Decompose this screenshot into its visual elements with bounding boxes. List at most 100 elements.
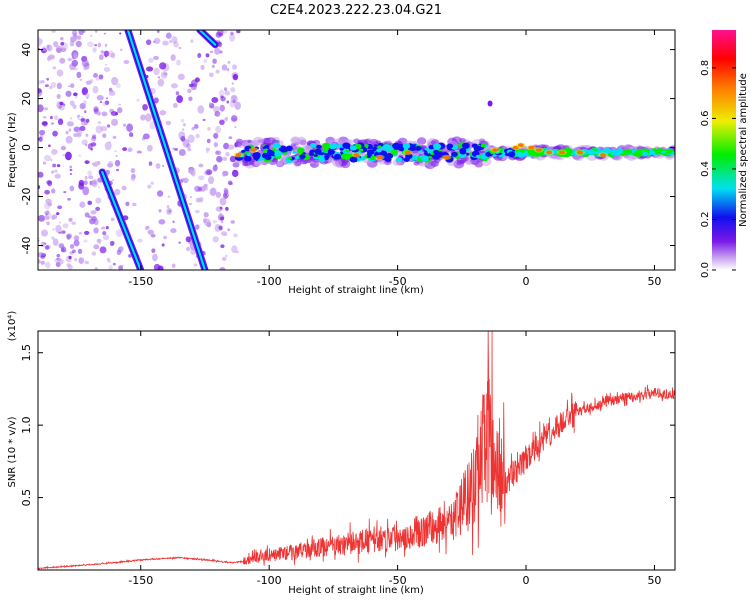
noise-speck [73,235,80,241]
noise-speck [186,143,191,149]
band-core [634,150,643,157]
noise-speck [194,209,200,214]
x-tick-label: 50 [647,574,661,587]
noise-speck [97,42,102,48]
noise-speck [159,62,167,70]
noise-speck [108,90,116,96]
noise-speck [167,195,171,198]
noise-speck [72,104,77,109]
noise-speck [198,175,205,181]
band-core [376,148,382,153]
noise-speck [225,151,230,157]
band-core [530,151,538,157]
noise-speck [67,57,73,62]
noise-speck [118,103,122,106]
noise-speck [122,147,128,152]
noise-speck [115,168,120,172]
noise-speck [127,147,133,152]
colorbar-tick-label: 0.4 [700,161,711,177]
noise-speck [206,138,211,144]
x-tick-label: -150 [128,275,153,288]
x-tick-label: -150 [128,574,153,587]
noise-speck [187,88,192,94]
noise-speck [130,176,136,182]
band-core [368,149,375,155]
noise-speck [203,170,210,176]
noise-speck [55,224,62,234]
noise-speck [212,236,219,243]
noise-speck [96,238,101,244]
y-tick-label: 1.5 [20,344,33,362]
band-core [369,155,377,161]
noise-speck [220,216,225,221]
noise-speck [225,206,229,211]
noise-speck [221,30,228,34]
noise-speck [79,125,86,132]
noise-speck [58,231,62,234]
noise-speck [222,256,227,261]
noise-speck [234,126,237,128]
noise-speck [92,134,97,140]
noise-speck [176,95,184,104]
noise-speck [40,241,46,248]
noise-speck [212,164,218,171]
noise-speck [41,46,47,52]
noise-speck [78,114,81,117]
noise-speck [218,225,223,230]
band-halo [261,137,271,145]
noise-speck [176,59,181,66]
noise-speck [95,206,101,212]
noise-speck [223,87,228,92]
band-core [273,150,282,157]
noise-speck [81,59,89,67]
noise-speck [220,244,225,249]
noise-speck [178,46,182,50]
noise-speck [106,124,111,128]
noise-speck [107,160,114,167]
noise-speck [85,80,92,85]
noise-speck [193,263,198,267]
noise-speck [219,119,225,126]
noise-speck [110,217,115,222]
noise-speck [211,97,219,103]
noise-speck [136,150,142,154]
noise-speck [148,57,154,63]
noise-speck [202,118,206,122]
noise-speck [128,254,132,258]
band-core [292,151,297,154]
noise-speck [39,129,46,136]
noise-speck [78,30,84,36]
noise-speck [63,103,66,107]
noise-speck [221,231,228,236]
noise-speck [157,76,161,79]
band-halo [242,162,249,167]
noise-speck [93,227,99,234]
band-core [614,151,621,156]
noise-speck [103,32,106,35]
noise-speck [52,238,59,246]
noise-speck [97,239,102,243]
noise-speck [38,80,42,85]
track-core [101,170,142,270]
noise-speck [83,239,88,243]
noise-speck [212,58,217,64]
noise-speck [114,188,121,196]
noise-speck [182,128,185,131]
noise-speck [178,131,186,141]
band-core [382,144,391,151]
noise-speck [205,53,210,58]
spectrogram-frame [37,29,676,271]
noise-speck [148,161,153,166]
chart-title: C2E4.2023.222.23.04.G21 [270,3,442,18]
band-peak-halo [526,144,537,151]
noise-speck [50,148,58,156]
noise-speck [69,100,75,107]
noise-speck [169,40,172,44]
noise-speck [232,73,239,81]
noise-speck [67,264,73,270]
noise-speck [43,107,49,111]
band-core [507,151,516,158]
noise-speck [48,144,51,148]
noise-speck [96,95,104,101]
noise-speck [226,100,230,104]
